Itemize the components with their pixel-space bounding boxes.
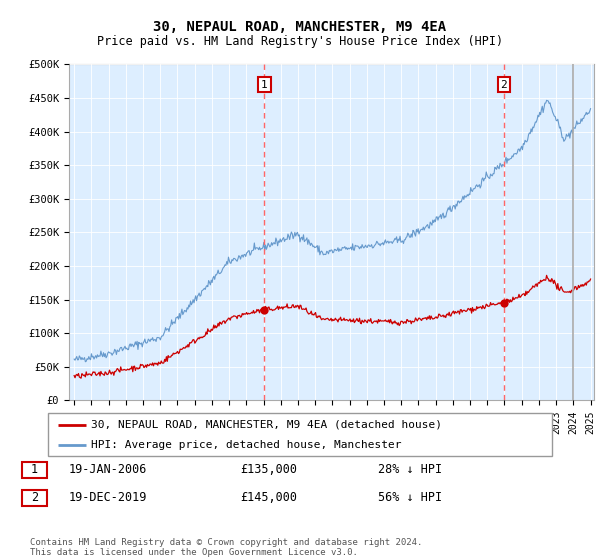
FancyBboxPatch shape [48,413,552,456]
Text: Contains HM Land Registry data © Crown copyright and database right 2024.
This d: Contains HM Land Registry data © Crown c… [30,538,422,557]
FancyBboxPatch shape [22,462,47,478]
Text: Price paid vs. HM Land Registry's House Price Index (HPI): Price paid vs. HM Land Registry's House … [97,35,503,48]
Text: 2: 2 [500,80,507,90]
FancyBboxPatch shape [22,490,47,506]
Text: 2: 2 [31,491,38,505]
Text: 19-JAN-2006: 19-JAN-2006 [69,463,148,477]
Text: 1: 1 [31,463,38,477]
Text: 19-DEC-2019: 19-DEC-2019 [69,491,148,505]
Bar [574,64,599,400]
Text: £135,000: £135,000 [240,463,297,477]
Text: 28% ↓ HPI: 28% ↓ HPI [378,463,442,477]
Text: £145,000: £145,000 [240,491,297,505]
Text: 30, NEPAUL ROAD, MANCHESTER, M9 4EA (detached house): 30, NEPAUL ROAD, MANCHESTER, M9 4EA (det… [91,420,442,430]
Text: 56% ↓ HPI: 56% ↓ HPI [378,491,442,505]
Text: 1: 1 [261,80,268,90]
Text: 30, NEPAUL ROAD, MANCHESTER, M9 4EA: 30, NEPAUL ROAD, MANCHESTER, M9 4EA [154,20,446,34]
Text: HPI: Average price, detached house, Manchester: HPI: Average price, detached house, Manc… [91,441,401,450]
